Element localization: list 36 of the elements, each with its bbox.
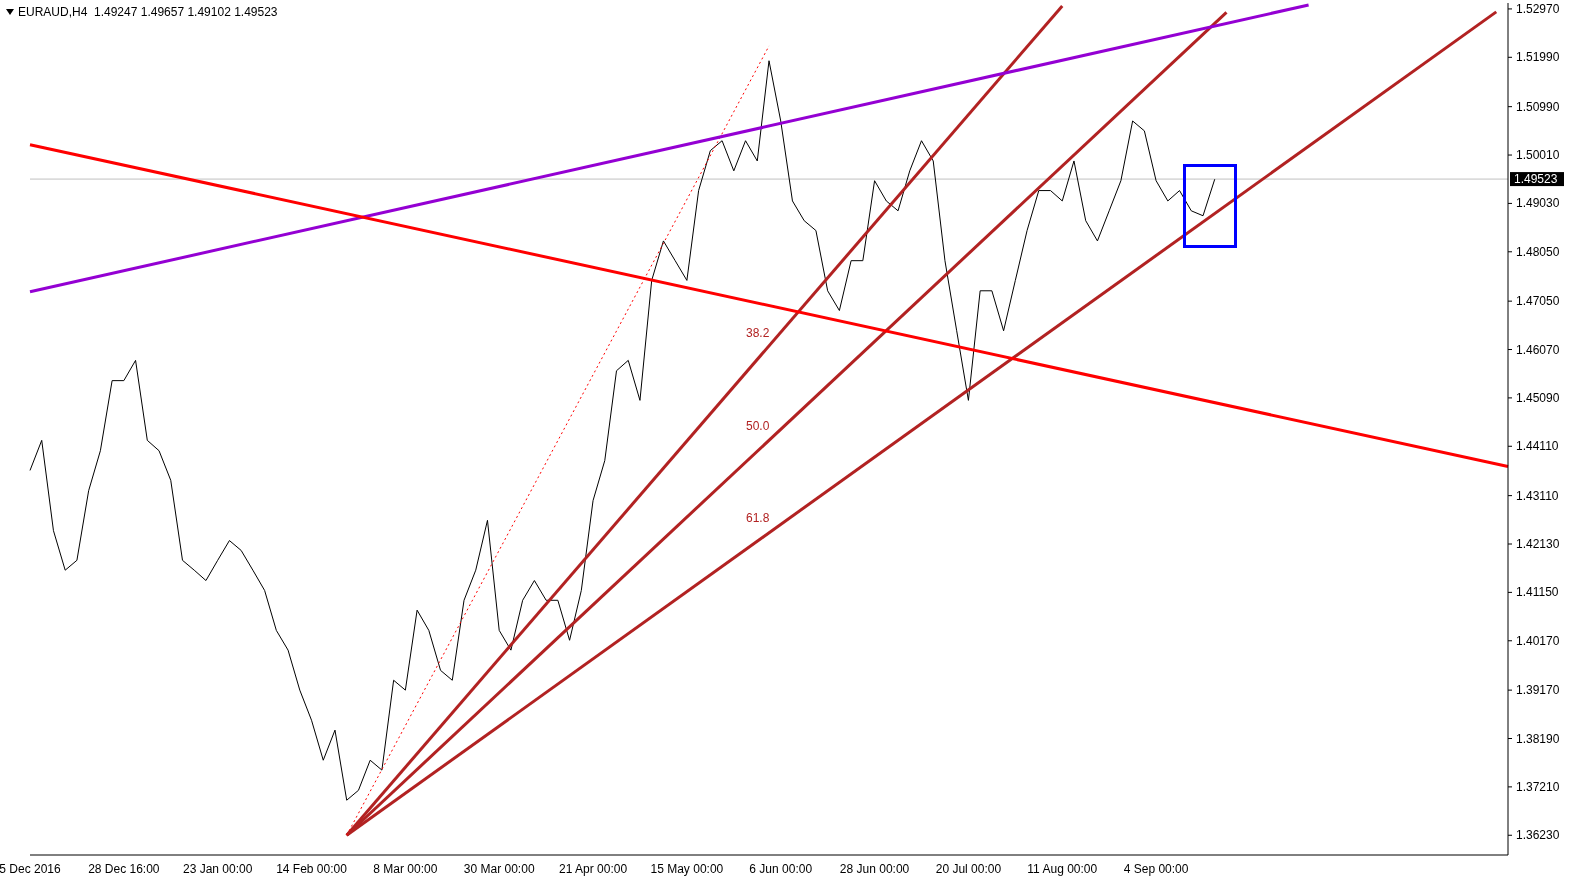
y-tick-label: 1.40170 [1516, 633, 1560, 648]
y-tick-label: 1.41150 [1516, 585, 1559, 600]
y-tick-label: 1.51990 [1516, 50, 1560, 65]
y-tick-label: 1.42130 [1516, 537, 1560, 552]
y-tick-label: 1.52970 [1516, 1, 1560, 16]
annotation: 38.2 [745, 326, 771, 340]
y-tick-label: 1.43110 [1516, 488, 1559, 503]
x-tick-label: 8 Mar 00:00 [373, 862, 438, 876]
x-tick-label: 14 Feb 00:00 [276, 862, 348, 876]
y-tick-label: 1.50990 [1516, 99, 1560, 114]
x-tick-label: 15 May 00:00 [650, 862, 724, 876]
y-tick-label: 1.37210 [1516, 779, 1560, 794]
x-tick-label: 30 Mar 00:00 [463, 862, 535, 876]
x-tick-label: 28 Jun 00:00 [839, 862, 910, 876]
y-tick-label: 1.50010 [1516, 148, 1560, 163]
x-tick-label: 28 Dec 16:00 [88, 862, 160, 876]
y-tick-label: 1.44110 [1516, 439, 1559, 454]
y-tick-label: 1.38190 [1516, 731, 1560, 746]
annotation: 50.0 [745, 419, 771, 433]
x-tick-label: 23 Jan 00:00 [182, 862, 253, 876]
x-tick-label: 6 Jun 00:00 [749, 862, 813, 876]
y-tick-label: 1.46070 [1516, 342, 1560, 357]
y-tick-label: 1.47050 [1516, 294, 1560, 309]
y-tick-label: 1.49030 [1516, 196, 1560, 211]
y-tick-label: 1.45090 [1516, 390, 1560, 405]
x-tick-label: 5 Dec 2016 [0, 862, 62, 876]
ref-line-label: 1.49523 [1514, 172, 1558, 187]
annotation: 61.8 [745, 511, 771, 525]
x-tick-label: 11 Aug 00:00 [1027, 862, 1098, 876]
y-tick-label: 1.39170 [1516, 683, 1560, 698]
y-tick-label: 1.36230 [1516, 828, 1560, 843]
chart-title: EURAUD,H4 1.49247 1.49657 1.49102 1.49523 [18, 5, 278, 19]
y-tick-label: 1.48050 [1516, 244, 1560, 259]
x-tick-label: 20 Jul 00:00 [935, 862, 1002, 876]
x-tick-label: 4 Sep 00:00 [1123, 862, 1189, 876]
x-tick-label: 21 Apr 00:00 [559, 862, 628, 876]
